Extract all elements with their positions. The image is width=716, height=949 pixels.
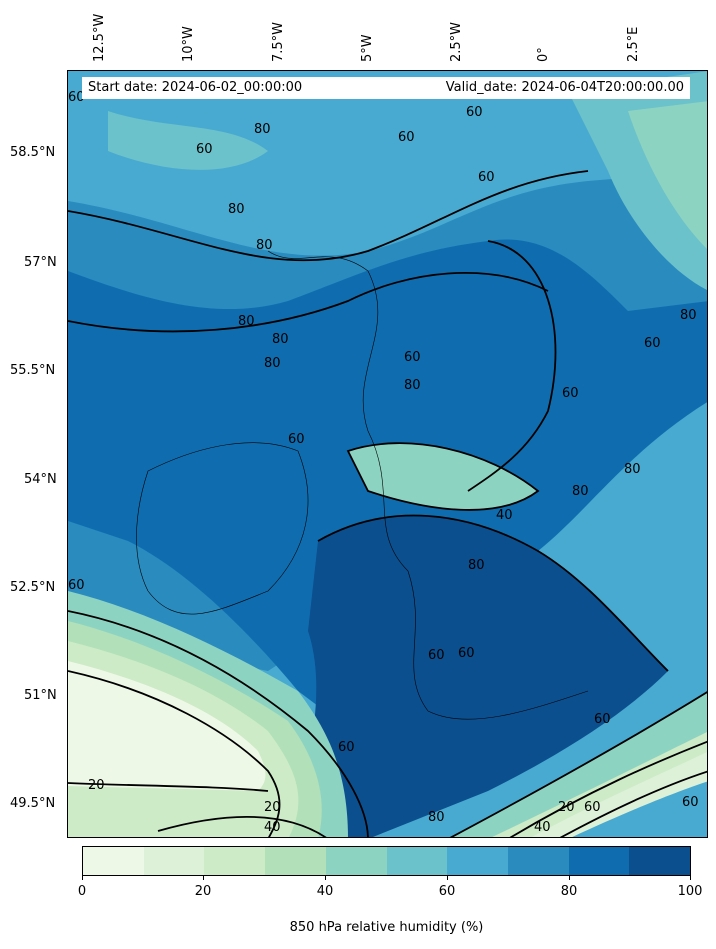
tick-mark <box>447 876 448 880</box>
contour-label: 80 <box>624 462 641 477</box>
colorbar-swatch <box>83 847 144 875</box>
contour-label: 60 <box>458 646 475 661</box>
field-40-50 <box>628 101 707 249</box>
tick-label: 0 <box>77 884 87 899</box>
contour-label: 80 <box>428 810 445 825</box>
contour-label: 60 <box>584 800 601 815</box>
valid-date: Valid_date: 2024-06-04T20:00:00.00 <box>445 80 684 95</box>
field-90-100 <box>288 515 668 837</box>
colorbar <box>82 846 691 876</box>
contour-label: 60 <box>478 170 495 185</box>
tick-mark <box>325 876 326 880</box>
contour-labels: 60 80 60 60 80 80 80 80 60 60 80 60 60 8… <box>68 90 699 835</box>
field-40-50 <box>348 443 538 510</box>
tick-label: 60 <box>438 884 456 899</box>
contour-label: 60 <box>398 130 415 145</box>
contour-label: 60 <box>594 712 611 727</box>
lat-label: 51°N <box>24 688 57 703</box>
contour-label: 60 <box>404 350 421 365</box>
contour-label: 60 <box>338 740 355 755</box>
contour-label: 40 <box>496 508 513 523</box>
lat-label: 55.5°N <box>10 363 56 378</box>
humidity-map: 60 80 60 60 80 80 80 80 60 60 80 60 60 8… <box>67 70 708 838</box>
lon-label: 7.5°W <box>271 21 286 62</box>
contour-label: 60 <box>288 432 305 447</box>
contour-label: 20 <box>264 800 281 815</box>
colorbar-label: 850 hPa relative humidity (%) <box>289 920 484 935</box>
tick-mark <box>690 876 691 880</box>
lon-label: 12.5°W <box>92 13 107 62</box>
lat-label: 52.5°N <box>10 580 56 595</box>
colorbar-swatch <box>204 847 266 875</box>
contour-label: 40 <box>534 820 551 835</box>
colorbar-swatch <box>447 847 508 875</box>
lon-label: 10°W <box>181 26 196 62</box>
contour-label: 60 <box>68 90 85 105</box>
contour-label: 80 <box>680 308 697 323</box>
tick-mark <box>569 876 570 880</box>
tick-label: 80 <box>560 884 578 899</box>
lon-label: 5°W <box>360 34 375 62</box>
field-60-70 <box>572 781 707 837</box>
field-50-60 <box>108 111 268 170</box>
contour-label: 80 <box>238 314 255 329</box>
contour-label: 80 <box>404 378 421 393</box>
contour-label: 60 <box>682 795 699 810</box>
date-info-box: Start date: 2024-06-02_00:00:00 Valid_da… <box>82 77 690 99</box>
contour-label: 20 <box>88 778 105 793</box>
contour-label: 60 <box>466 105 483 120</box>
contour-label: 80 <box>228 202 245 217</box>
contour-label: 80 <box>256 238 273 253</box>
lon-label: 2.5°W <box>449 21 464 62</box>
contour-label: 80 <box>264 356 281 371</box>
tick-mark <box>82 876 83 880</box>
contour-label: 60 <box>644 336 661 351</box>
colorbar-swatch <box>386 847 448 875</box>
contour-label: 40 <box>264 820 281 835</box>
contour-label: 80 <box>254 122 271 137</box>
colorbar-swatch <box>507 847 569 875</box>
colorbar-swatch <box>265 847 326 875</box>
colorbar-swatch <box>143 847 205 875</box>
contour-label: 80 <box>572 484 589 499</box>
humidity-contour-field: 60 80 60 60 80 80 80 80 60 60 80 60 60 8… <box>68 71 707 837</box>
lat-label: 49.5°N <box>10 796 56 811</box>
contour-label: 60 <box>68 578 85 593</box>
lat-label: 54°N <box>24 472 57 487</box>
tick-mark <box>203 876 204 880</box>
lon-label: 0° <box>536 47 551 62</box>
colorbar-swatch <box>629 847 691 875</box>
contour-label: 80 <box>272 332 289 347</box>
tick-label: 20 <box>194 884 212 899</box>
contour-label: 80 <box>468 558 485 573</box>
lat-label: 57°N <box>24 255 57 270</box>
contour-label: 60 <box>196 142 213 157</box>
coastlines <box>136 250 589 720</box>
colorbar-swatch <box>568 847 630 875</box>
tick-label: 100 <box>677 884 703 899</box>
contour-lines <box>68 170 707 837</box>
field-0-10 <box>68 661 266 791</box>
colorbar-swatch <box>325 847 387 875</box>
tick-label: 40 <box>316 884 334 899</box>
contour-label: 60 <box>428 648 445 663</box>
contour-label: 60 <box>562 386 579 401</box>
lat-label: 58.5°N <box>10 145 56 160</box>
contour-label: 20 <box>558 800 575 815</box>
start-date: Start date: 2024-06-02_00:00:00 <box>88 80 303 95</box>
lon-label: 2.5°E <box>626 26 641 62</box>
